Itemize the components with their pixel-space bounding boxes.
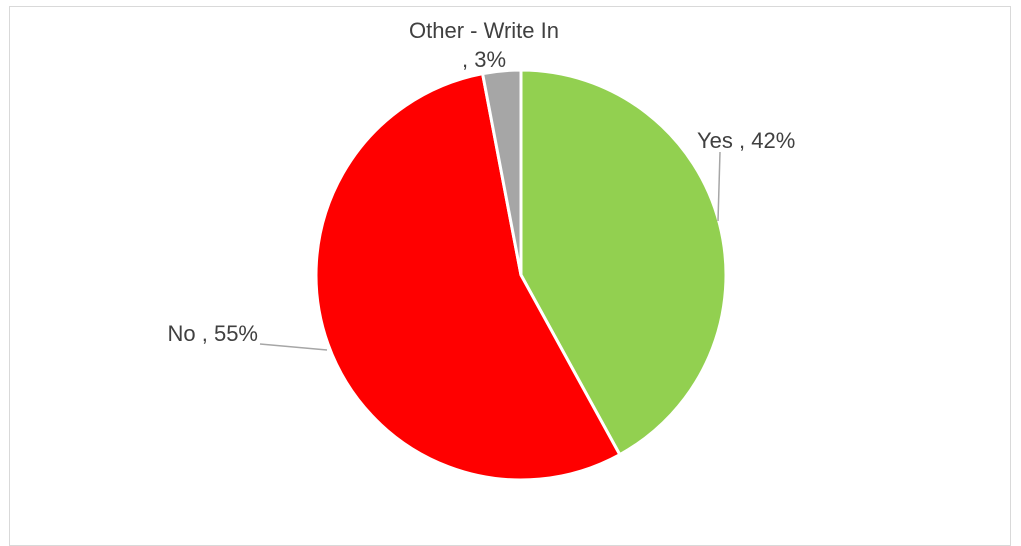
leader-line-yes (717, 151, 721, 222)
data-label-no: No , 55% (168, 321, 259, 346)
pie-slice-other-write-in (481, 68, 523, 277)
data-label-yes: Yes , 42% (697, 128, 795, 153)
data-labels: Yes , 42% No , 55% Other - Write In, 3% (168, 18, 796, 346)
data-label-other-write-in: Other - Write In, 3% (409, 18, 559, 72)
pie-slices (314, 68, 728, 482)
pie-slice-yes (519, 68, 728, 457)
pie-slice-no (314, 72, 622, 482)
leader-lines (259, 151, 721, 351)
leader-line-no (259, 343, 328, 351)
